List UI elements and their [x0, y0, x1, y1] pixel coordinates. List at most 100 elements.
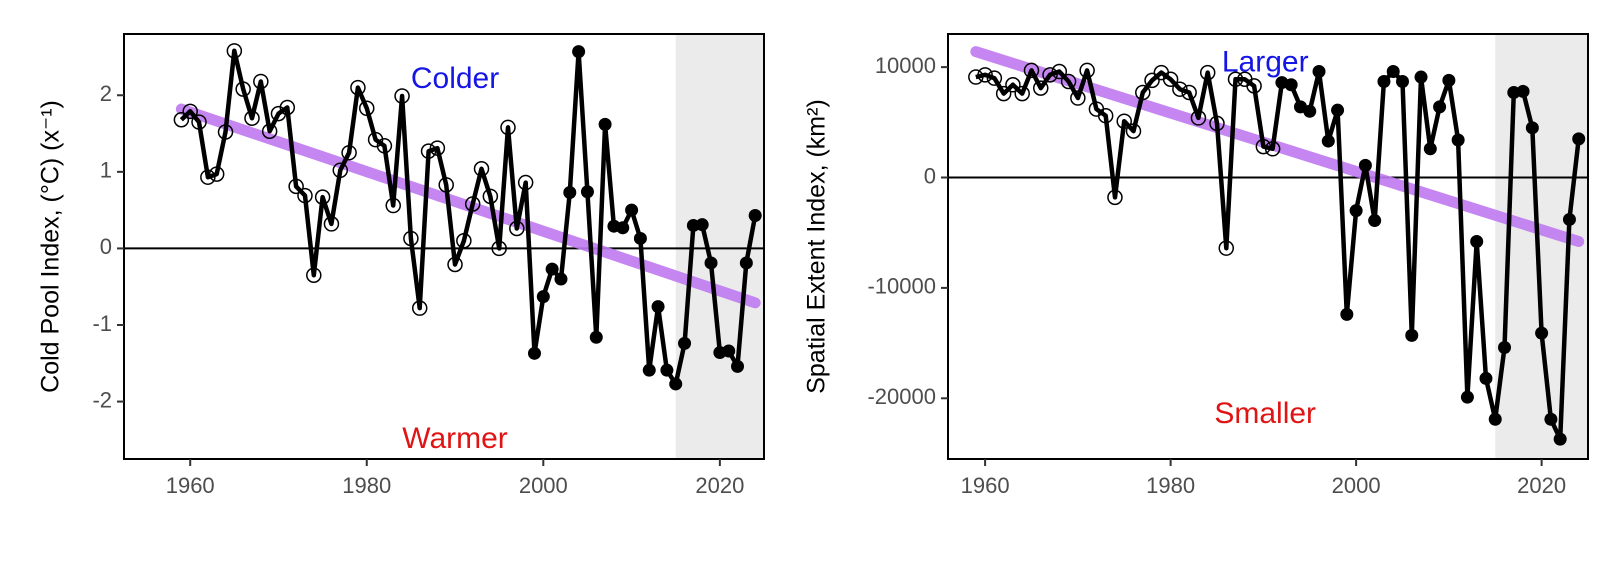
data-point	[1209, 115, 1225, 132]
data-point	[376, 138, 393, 154]
data-point	[403, 230, 419, 247]
data-point	[1135, 84, 1151, 101]
data-point	[1060, 73, 1077, 90]
data-point	[1321, 134, 1335, 148]
data-point	[1023, 62, 1040, 79]
y-tick-label: -2	[92, 387, 112, 412]
data-point	[1349, 204, 1363, 218]
data-point	[306, 267, 322, 283]
data-point	[235, 81, 251, 97]
data-point	[598, 117, 612, 131]
data-point	[1414, 70, 1428, 84]
data-point	[491, 240, 507, 257]
data-point	[1433, 100, 1447, 114]
data-point	[651, 300, 665, 314]
y-tick-label: 0	[100, 234, 112, 259]
data-point	[660, 363, 674, 377]
series-line	[975, 68, 1581, 442]
data-point	[394, 88, 410, 104]
data-point	[1368, 214, 1382, 228]
data-point	[589, 330, 603, 344]
data-point	[1479, 371, 1493, 385]
data-point	[447, 256, 463, 273]
data-point	[411, 300, 428, 316]
shaded-region	[1495, 34, 1588, 459]
data-point	[572, 45, 586, 59]
data-point	[704, 256, 718, 270]
y-axis-label: Cold Pool Index, (°C) (x⁻¹)	[37, 100, 65, 393]
data-point	[385, 197, 401, 214]
data-point	[1553, 432, 1567, 446]
series-line	[179, 48, 758, 387]
data-point	[217, 124, 234, 140]
data-point	[1535, 326, 1549, 340]
data-point	[739, 256, 753, 270]
data-point	[1460, 390, 1474, 404]
data-point	[678, 336, 692, 350]
data-point	[1070, 90, 1086, 106]
data-point	[500, 119, 516, 136]
data-point	[1470, 235, 1484, 249]
cold-pool-index-panel: Colder Warmer 1960 1980 2000 2020 -2 -1 0 1 2 Cold …	[37, 33, 765, 498]
data-point	[288, 178, 304, 195]
data-point	[1005, 77, 1021, 93]
y-axis-label: Spatial Extent Index, (km²)	[803, 99, 831, 394]
annotation-label: Warmer	[402, 422, 508, 455]
data-point	[464, 196, 481, 212]
data-point	[1172, 81, 1188, 97]
annotation-label: Colder	[411, 62, 499, 95]
data-point	[1218, 240, 1235, 256]
data-point	[1488, 412, 1502, 426]
data-point	[977, 67, 993, 83]
data-point	[261, 123, 278, 140]
trend-line	[970, 46, 1585, 248]
data-point	[1199, 64, 1216, 81]
data-point	[731, 359, 745, 373]
data-point	[173, 112, 190, 128]
data-point	[563, 186, 577, 200]
data-point	[527, 346, 541, 360]
data-point	[1097, 107, 1114, 124]
data-point	[1451, 133, 1465, 147]
annotation-label: Smaller	[1214, 397, 1316, 430]
data-point	[1572, 132, 1586, 146]
data-point	[1264, 141, 1281, 157]
data-point	[695, 218, 709, 232]
data-point	[341, 144, 357, 161]
data-point	[669, 377, 683, 391]
x-tick-label: 1980	[1146, 473, 1195, 498]
data-point	[580, 185, 594, 199]
data-point	[1116, 113, 1132, 129]
data-point	[1284, 78, 1298, 92]
data-point	[456, 233, 472, 249]
data-point	[359, 100, 375, 117]
data-point	[1227, 71, 1244, 88]
data-point	[748, 208, 762, 222]
data-point	[1162, 71, 1179, 88]
spatial-extent-index-panel: Larger Smaller 1960 1980 2000 2020 -20000 -1000…	[803, 33, 1589, 498]
data-point	[1562, 212, 1576, 226]
y-tick-label: 1	[100, 158, 112, 183]
data-point	[253, 73, 269, 90]
data-point	[1340, 307, 1354, 321]
data-point	[1423, 142, 1437, 156]
x-tick-label: 2000	[519, 473, 568, 498]
data-point	[1190, 110, 1207, 126]
data-point	[995, 85, 1012, 102]
plot-frame	[947, 33, 1589, 460]
data-point	[1246, 78, 1262, 94]
x-tick-label: 2000	[1332, 473, 1381, 498]
data-point	[642, 363, 656, 377]
data-point	[616, 221, 630, 235]
x-tick-label: 1960	[961, 473, 1010, 498]
x-tick-label: 2020	[1517, 473, 1566, 498]
data-point	[1181, 84, 1197, 101]
data-point	[314, 189, 331, 205]
data-point	[420, 143, 437, 159]
data-point	[200, 169, 216, 185]
y-tick-label: -20000	[867, 384, 936, 409]
data-point	[473, 161, 490, 177]
y-tick-label: 10000	[875, 53, 936, 78]
data-point	[1331, 103, 1345, 117]
